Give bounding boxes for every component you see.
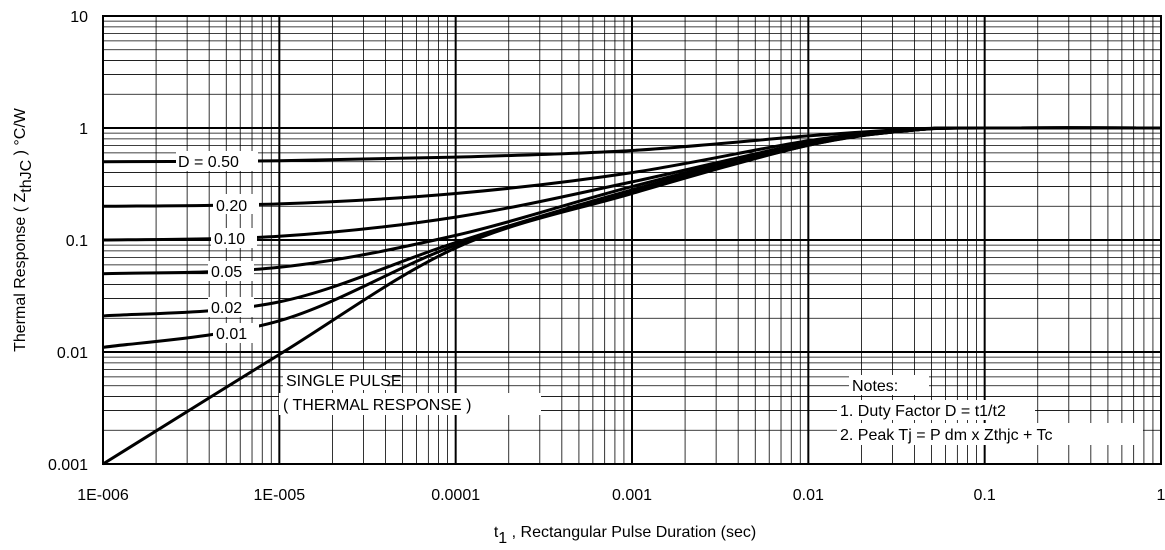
- label-thermal-response: ( THERMAL RESPONSE ): [283, 397, 471, 414]
- label-d050: D = 0.50: [178, 154, 239, 171]
- notes-title: Notes:: [852, 378, 898, 395]
- x-tick-label-6: 1: [1157, 487, 1165, 504]
- series-line-6: [102, 126, 1162, 466]
- label-d002: 0.02: [211, 300, 242, 317]
- label-d020: 0.20: [216, 198, 247, 215]
- label-d005: 0.05: [211, 264, 242, 281]
- y-tick-label-2: 0.1: [66, 233, 88, 250]
- x-tick-label-4: 0.01: [793, 487, 824, 504]
- series-group: [102, 126, 1162, 466]
- label-d001: 0.01: [216, 326, 247, 343]
- x-tick-labels: 1E-006 1E-005 0.0001 0.001 0.01 0.1 1: [77, 487, 1165, 504]
- y-axis-label: Thermal Response ( ZthJC ) °C/W: [12, 107, 35, 352]
- x-tick-label-3: 0.001: [612, 487, 652, 504]
- x-tick-label-5: 0.1: [974, 487, 996, 504]
- y-tick-label-4: 10: [70, 9, 88, 26]
- x-tick-label-0: 1E-006: [77, 487, 129, 504]
- x-axis-label: t1 , Rectangular Pulse Duration (sec): [494, 524, 756, 547]
- y-tick-label-1: 0.01: [57, 345, 88, 362]
- curve-annotations: D = 0.50 0.20 0.10 0.05 0.02 0.01 SINGLE…: [176, 151, 1143, 445]
- note-1: 1. Duty Factor D = t1/t2: [840, 403, 1006, 420]
- y-tick-labels: 0.001 0.01 0.1 1 10: [48, 9, 88, 474]
- x-tick-label-2: 0.0001: [431, 487, 480, 504]
- label-single-pulse: SINGLE PULSE: [286, 373, 402, 390]
- y-tick-label-3: 1: [79, 121, 88, 138]
- x-tick-label-1: 1E-005: [254, 487, 306, 504]
- note-2: 2. Peak Tj = P dm x Zthjc + Tc: [840, 427, 1053, 444]
- y-tick-label-0: 0.001: [48, 457, 88, 474]
- label-d010: 0.10: [214, 231, 245, 248]
